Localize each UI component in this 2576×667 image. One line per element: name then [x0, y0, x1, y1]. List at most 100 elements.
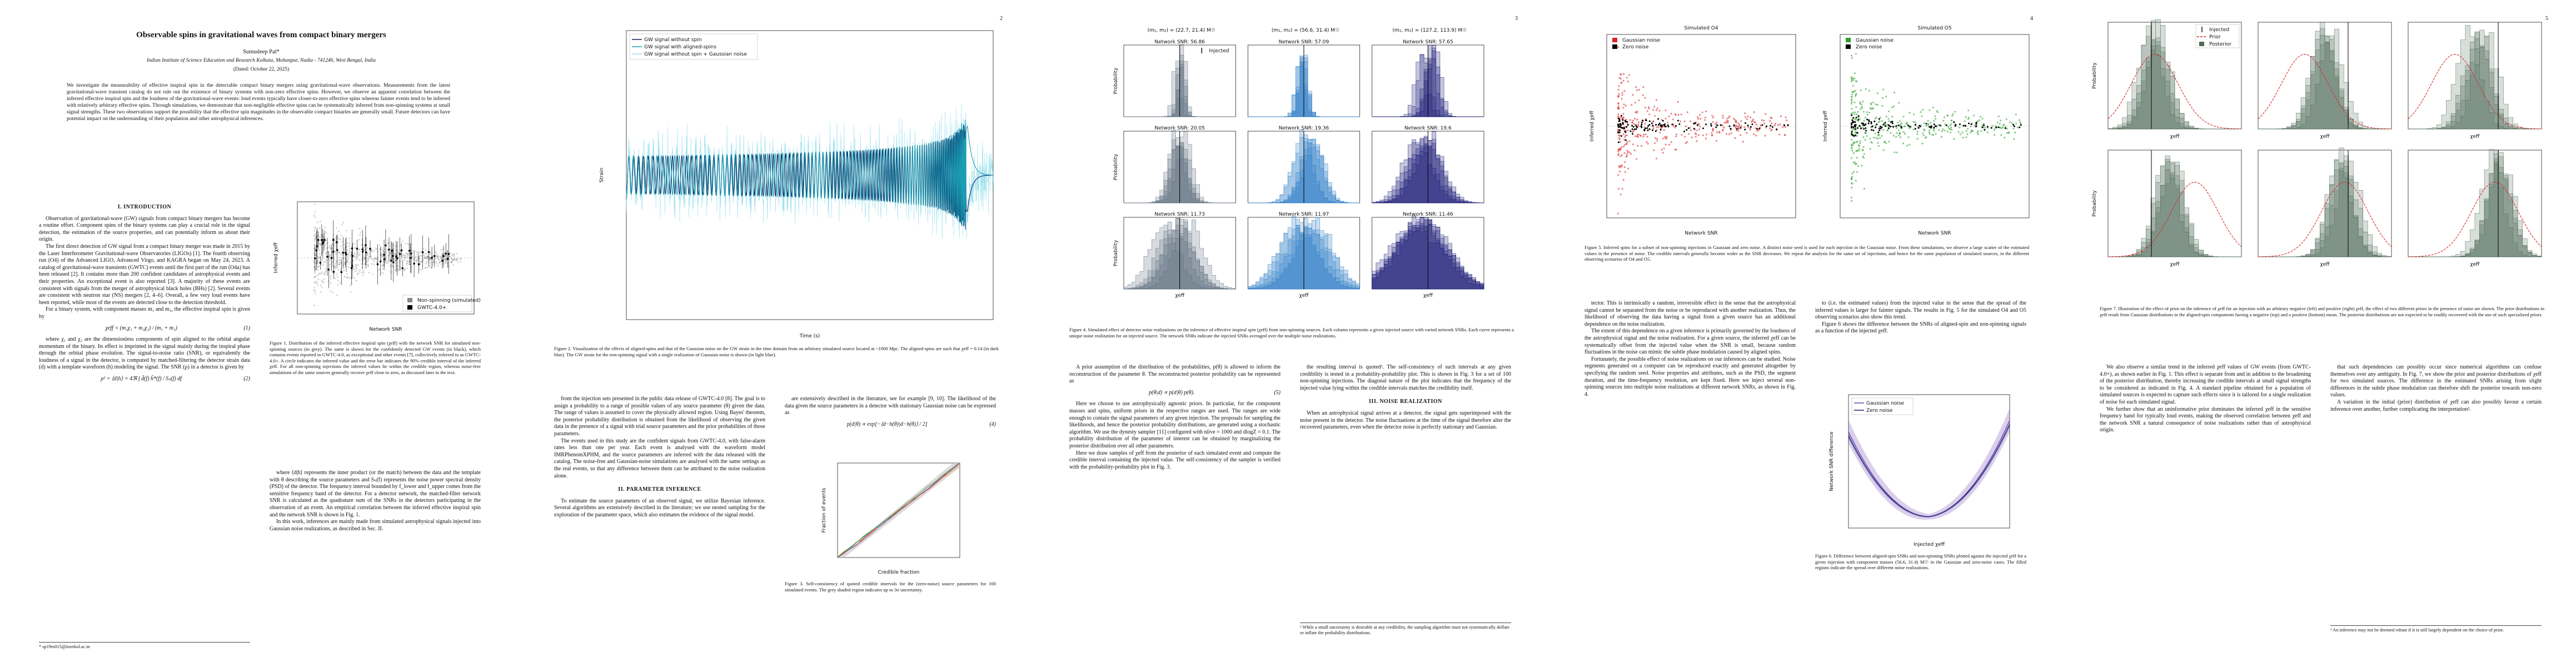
- zero-noise-point: [1750, 126, 1752, 128]
- gaussian-noise-point: [1637, 145, 1639, 147]
- simulated-point: [432, 255, 434, 257]
- gaussian-noise-point: [1854, 111, 1856, 113]
- zero-noise-point: [1658, 122, 1661, 125]
- gaussian-noise-point: [1879, 120, 1881, 122]
- gaussian-noise-point: [1646, 110, 1648, 112]
- zero-noise-point: [1620, 126, 1622, 128]
- gaussian-noise-point: [1685, 142, 1687, 145]
- gaussian-noise-point: [1981, 117, 1984, 120]
- simulated-point: [337, 251, 339, 253]
- gaussian-noise-point: [1906, 145, 1909, 147]
- gaussian-noise-point: [1928, 131, 1931, 133]
- gaussian-noise-point: [1773, 124, 1776, 127]
- simulated-point: [342, 257, 345, 260]
- zero-noise-point: [1925, 123, 1927, 125]
- simulated-point: [435, 252, 437, 255]
- zero-noise-point: [1693, 128, 1695, 130]
- gaussian-noise-point: [1907, 136, 1910, 138]
- simulated-point: [318, 227, 321, 229]
- simulated-point: [355, 267, 357, 269]
- simulated-point: [430, 266, 432, 268]
- gaussian-noise-point: [2009, 121, 2011, 123]
- gaussian-noise-point: [1629, 119, 1631, 121]
- zero-noise-point: [1686, 129, 1688, 131]
- simulated-point: [315, 280, 317, 282]
- gaussian-noise-point: [1633, 123, 1635, 125]
- gaussian-noise-point: [1691, 136, 1693, 138]
- zero-noise-point: [1622, 119, 1624, 121]
- simulated-point: [366, 252, 368, 255]
- event-point: [400, 249, 403, 252]
- simulated-point: [366, 258, 368, 260]
- zero-noise-point: [1891, 122, 1894, 125]
- zero-noise-point: [1887, 127, 1890, 129]
- spread-band: [1848, 409, 2010, 520]
- simulated-point: [343, 270, 345, 272]
- simulated-point: [320, 243, 322, 246]
- gaussian-noise-point: [2014, 131, 2016, 133]
- simulated-point: [342, 267, 345, 269]
- prior-curve: [2258, 182, 2392, 257]
- gaussian-noise-point: [1858, 150, 1860, 152]
- zero-noise-point: [1975, 125, 1977, 127]
- simulated-point: [371, 250, 373, 252]
- simulated-point: [335, 262, 336, 265]
- gaussian-noise-point: [1620, 193, 1622, 196]
- simulated-point: [423, 256, 426, 258]
- zero-noise-point: [1694, 122, 1696, 125]
- simulated-point: [327, 280, 330, 282]
- event-point: [361, 248, 364, 251]
- gaussian-noise-point: [1774, 123, 1777, 125]
- gaussian-noise-point: [1922, 109, 1924, 111]
- event-point: [316, 245, 318, 248]
- gaussian-noise-point: [1740, 120, 1742, 122]
- gaussian-noise-point: [1771, 117, 1773, 120]
- gaussian-noise-point: [1658, 109, 1661, 112]
- zero-noise-point: [1618, 126, 1621, 128]
- simulated-point: [433, 261, 435, 263]
- gaussian-noise-point: [1618, 93, 1620, 95]
- gaussian-noise-point: [1941, 130, 1944, 132]
- text-column: We also observe a similar trend in the i…: [2100, 364, 2311, 642]
- simulated-point: [341, 223, 343, 226]
- simulated-point: [334, 266, 336, 268]
- simulated-point: [432, 261, 435, 263]
- simulated-point: [324, 273, 326, 275]
- simulated-point: [436, 254, 438, 256]
- simulated-point: [406, 263, 408, 265]
- simulated-point: [406, 257, 408, 259]
- simulated-point: [399, 266, 401, 268]
- gaussian-noise-point: [1740, 125, 1742, 127]
- zero-noise-point: [1620, 135, 1622, 137]
- gaussian-noise-point: [1654, 115, 1656, 117]
- gaussian-noise-point: [1622, 133, 1625, 136]
- gaussian-noise-point: [1627, 151, 1629, 153]
- gaussian-noise-point: [1727, 121, 1729, 124]
- gaussian-noise-point: [1850, 143, 1853, 146]
- gaussian-noise-point: [1764, 135, 1766, 137]
- y-axis-label: Network SNR difference: [1829, 431, 1835, 491]
- gaussian-noise-point: [1711, 115, 1713, 117]
- simulated-point: [346, 257, 347, 259]
- legend-label: GW signal without spin + Gaussian noise: [644, 52, 747, 57]
- zero-noise-point: [1623, 127, 1626, 129]
- simulated-point: [459, 258, 461, 260]
- simulated-point: [317, 275, 318, 276]
- legend-label: GW signal with aligned-spins: [644, 44, 716, 50]
- simulated-point: [393, 260, 396, 262]
- gaussian-noise-point: [1675, 114, 1677, 116]
- gaussian-noise-point: [1619, 141, 1621, 143]
- simulated-point: [317, 260, 319, 262]
- gaussian-noise-point: [1617, 115, 1620, 117]
- gaussian-noise-point: [1662, 137, 1664, 140]
- paper-title: Observable spins in gravitational waves …: [136, 31, 386, 39]
- simulated-point: [322, 281, 325, 283]
- gaussian-noise-point: [1977, 130, 1979, 132]
- gaussian-noise-point: [1656, 140, 1658, 142]
- gaussian-noise-point: [1644, 107, 1646, 109]
- event-point: [441, 260, 444, 262]
- gaussian-noise-point: [1704, 116, 1707, 119]
- text-column: the resulting interval is quoted¹. The s…: [1300, 364, 1511, 620]
- simulated-point: [355, 263, 357, 266]
